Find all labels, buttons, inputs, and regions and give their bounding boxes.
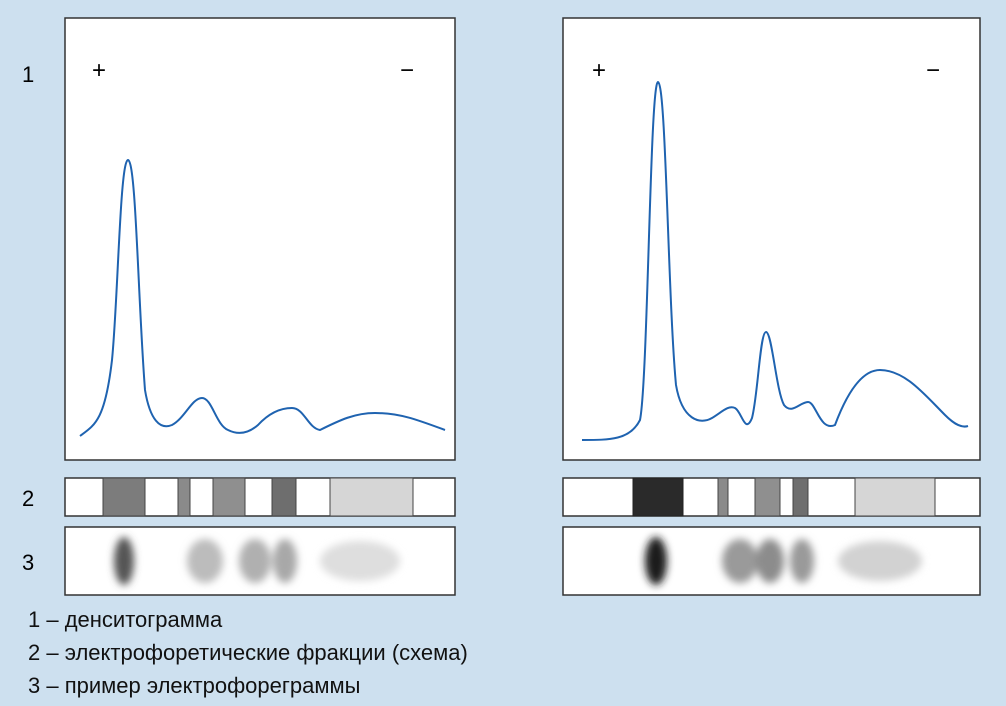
fraction-band [718,478,728,516]
legend-item: 3 – пример электрофореграммы [28,673,360,698]
row-label: 2 [22,486,34,511]
minus-sign: − [400,57,414,84]
fraction-band [633,478,683,516]
fraction-band [755,478,780,516]
row-label: 1 [22,62,34,87]
plus-sign: + [92,57,106,84]
legend-item: 2 – электрофоретические фракции (схема) [28,640,468,665]
fraction-band [855,478,935,516]
fraction-band [272,478,296,516]
plus-sign: + [592,57,606,84]
minus-sign: − [926,57,940,84]
fraction-band [793,478,808,516]
densitogram-panel [563,18,980,460]
row-label: 3 [22,550,34,575]
legend-item: 1 – денситограмма [28,607,223,632]
densitogram-panel [65,18,455,460]
figure: 1 2 3 + − + − 1 – денситограмма 2 – элек… [0,0,1006,706]
fraction-band [103,478,145,516]
fraction-band [330,478,413,516]
fraction-band [213,478,245,516]
fraction-band [178,478,190,516]
page: 1 2 3 + − + − 1 – денситограмма 2 – элек… [0,0,1006,706]
